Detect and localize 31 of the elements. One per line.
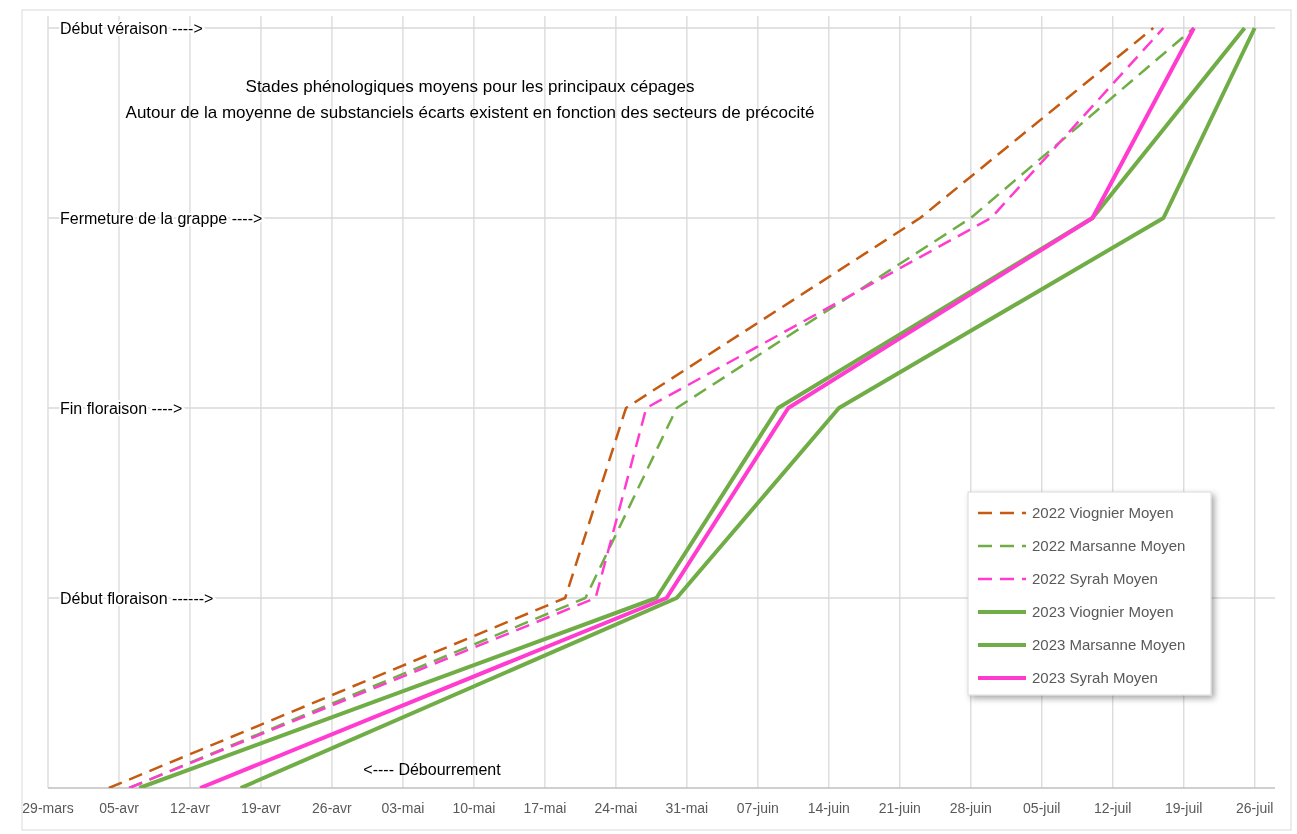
annotation: Autour de la moyenne de substanciels écarts existent en fonction des secteurs de précocité [125, 103, 815, 122]
ref-line-label: Début floraison ------> [60, 589, 214, 607]
x-tick-label: 29-mars [22, 800, 74, 816]
x-tick-label: 26-juil [1236, 800, 1274, 816]
annotation: Début véraison ----> [60, 19, 203, 37]
annotation: <---- Débourrement [363, 761, 502, 778]
x-tick-label: 07-juin [736, 800, 779, 816]
legend-label: 2022 Syrah Moyen [1032, 570, 1158, 588]
legend-label: 2023 Viognier Moyen [1032, 603, 1174, 621]
x-tick-label: 05-juil [1023, 800, 1061, 816]
x-tick-label: 31-mai [665, 800, 709, 816]
x-tick-label: 10-mai [452, 800, 496, 816]
annotation: Stades phénologiques moyens pour les principaux cépages [245, 77, 695, 96]
x-tick-label: 19-juil [1165, 800, 1203, 816]
x-tick-label: 26-avr [312, 800, 353, 816]
x-tick-label: 03-mai [381, 800, 425, 816]
x-tick-label: 12-avr [170, 800, 211, 816]
ref-line-label: Fin floraison ----> [60, 399, 183, 417]
legend-label: 2023 Marsanne Moyen [1032, 636, 1186, 654]
legend-label: 2023 Syrah Moyen [1032, 669, 1158, 687]
ref-line-label: Fermeture de la grappe ----> [60, 209, 263, 227]
legend-label: 2022 Marsanne Moyen [1032, 537, 1186, 555]
x-tick-label: 24-mai [594, 800, 638, 816]
legend-label: 2022 Viognier Moyen [1032, 504, 1174, 522]
x-tick-label: 05-avr [99, 800, 140, 816]
x-tick-label: 17-mai [523, 800, 567, 816]
x-tick-label: 12-juil [1094, 800, 1132, 816]
x-tick-label: 21-juin [878, 800, 921, 816]
x-tick-label: 28-juin [949, 800, 992, 816]
x-tick-label: 14-juin [807, 800, 850, 816]
x-tick-label: 19-avr [241, 800, 282, 816]
